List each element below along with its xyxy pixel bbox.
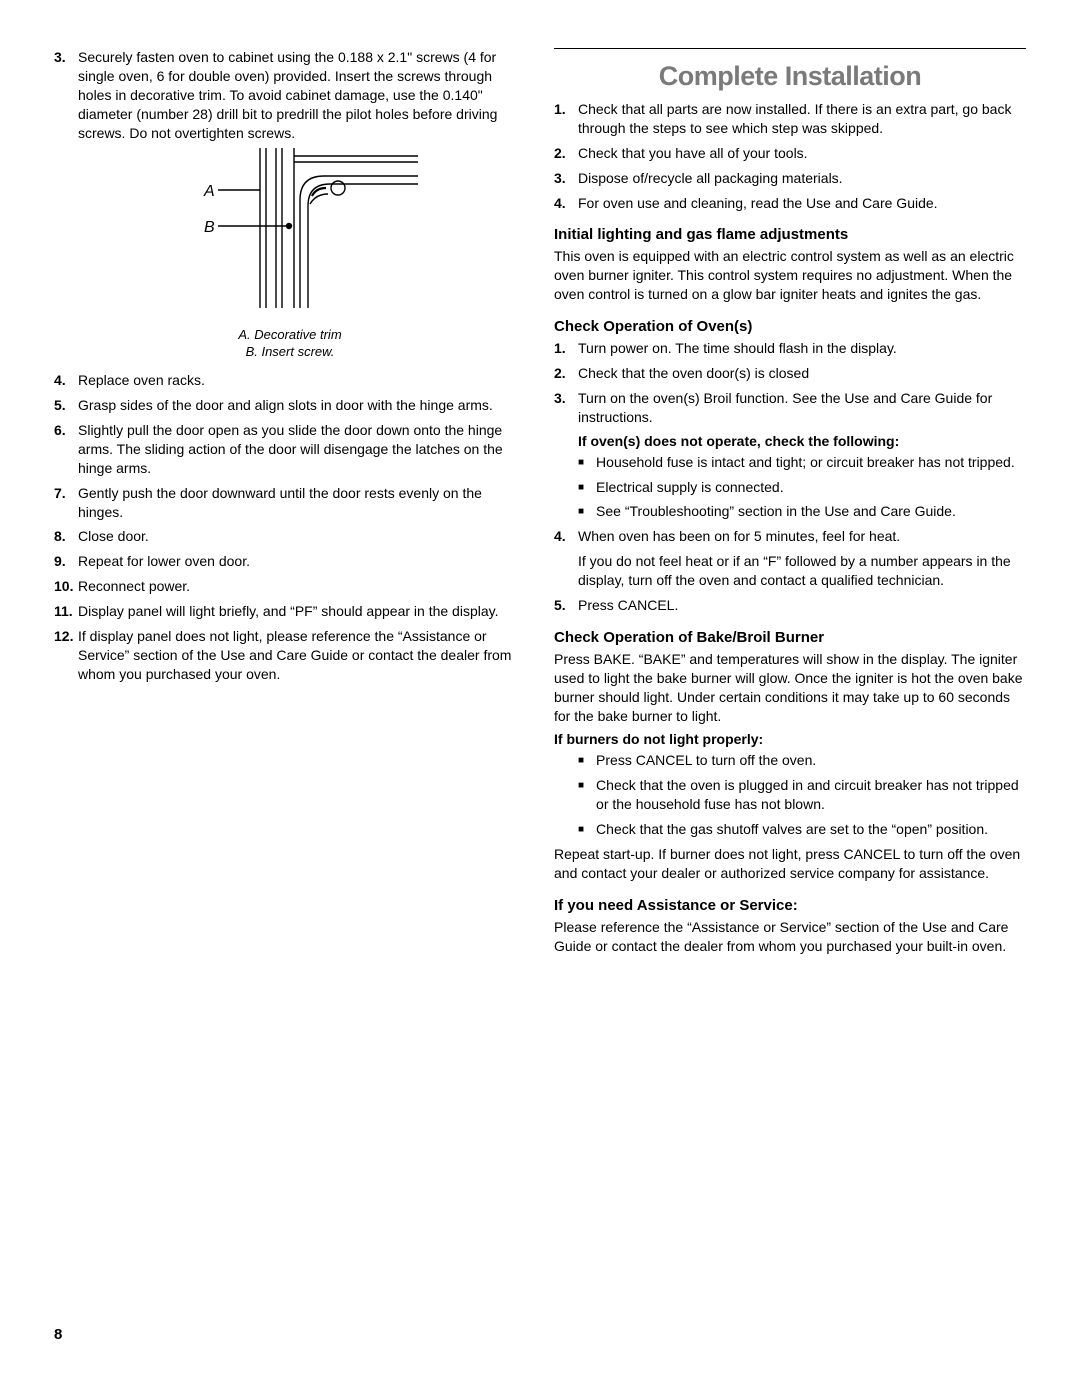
list-item: 5.Grasp sides of the door and align slot… [54,396,526,415]
bake-repeat-paragraph: Repeat start-up. If burner does not ligh… [554,845,1026,883]
check-oven-steps-3: 5.Press CANCEL. [554,596,1026,615]
bake-paragraph: Press BAKE. “BAKE” and temperatures will… [554,650,1026,726]
assistance-heading: If you need Assistance or Service: [554,897,1026,914]
check-oven-steps: 1.Turn power on. The time should flash i… [554,339,1026,427]
list-item: 12.If display panel does not light, plea… [54,627,526,684]
list-item: 1.Check that all parts are now installed… [554,100,1026,138]
list-item: 6.Slightly pull the door open as you sli… [54,421,526,478]
bake-troubleshoot-bullets: Press CANCEL to turn off the oven. Check… [578,751,1026,839]
list-item: 7.Gently push the door downward until th… [54,484,526,522]
page-number: 8 [54,1326,62,1343]
list-item: Check that the gas shutoff valves are se… [578,820,1026,839]
oven-troubleshoot-bullets: Household fuse is intact and tight; or c… [578,453,1026,522]
list-item: 8.Close door. [54,527,526,546]
list-item: 3. Securely fasten oven to cabinet using… [54,48,526,142]
check-oven-heading: Check Operation of Oven(s) [554,318,1026,335]
list-item: 4.For oven use and cleaning, read the Us… [554,194,1026,213]
left-steps-part2: 4.Replace oven racks. 5.Grasp sides of t… [54,371,526,683]
list-item: Electrical supply is connected. [578,478,1026,497]
initial-paragraph: This oven is equipped with an electric c… [554,247,1026,304]
list-item: 4.Replace oven racks. [54,371,526,390]
fig-label-a: A [203,183,215,200]
figure-caption: A. Decorative trim B. Insert screw. [54,327,526,361]
list-item: 11.Display panel will light briefly, and… [54,602,526,621]
assistance-paragraph: Please reference the “Assistance or Serv… [554,918,1026,956]
check-oven-steps-2: 4.When oven has been on for 5 minutes, f… [554,527,1026,546]
item4-extra: If you do not feel heat or if an “F” fol… [578,552,1026,590]
list-item: 3.Dispose of/recycle all packaging mater… [554,169,1026,188]
initial-heading: Initial lighting and gas flame adjustmen… [554,226,1026,243]
list-item: 5.Press CANCEL. [554,596,1026,615]
list-item: 1.Turn power on. The time should flash i… [554,339,1026,358]
list-item: 9.Repeat for lower oven door. [54,552,526,571]
list-item: 3.Turn on the oven(s) Broil function. Se… [554,389,1026,427]
list-item: Household fuse is intact and tight; or c… [578,453,1026,472]
oven-trim-diagram: A B [160,148,420,318]
trim-screw-figure: A B [54,148,526,323]
if-burners-not-light: If burners do not light properly: [554,731,1026,747]
list-item: Press CANCEL to turn off the oven. [578,751,1026,770]
list-item: 2.Check that the oven door(s) is closed [554,364,1026,383]
list-item: 2.Check that you have all of your tools. [554,144,1026,163]
section-title: Complete Installation [554,48,1026,92]
list-item: 4.When oven has been on for 5 minutes, f… [554,527,1026,546]
complete-install-steps: 1.Check that all parts are now installed… [554,100,1026,212]
list-item: Check that the oven is plugged in and ci… [578,776,1026,814]
list-item: See “Troubleshooting” section in the Use… [578,502,1026,521]
fig-label-b: B [204,219,215,236]
list-item: 10.Reconnect power. [54,577,526,596]
left-column: 3. Securely fasten oven to cabinet using… [54,48,526,962]
left-steps-part1: 3. Securely fasten oven to cabinet using… [54,48,526,142]
check-bake-heading: Check Operation of Bake/Broil Burner [554,629,1026,646]
if-oven-not-operate: If oven(s) does not operate, check the f… [578,433,1026,449]
right-column: Complete Installation 1.Check that all p… [554,48,1026,962]
